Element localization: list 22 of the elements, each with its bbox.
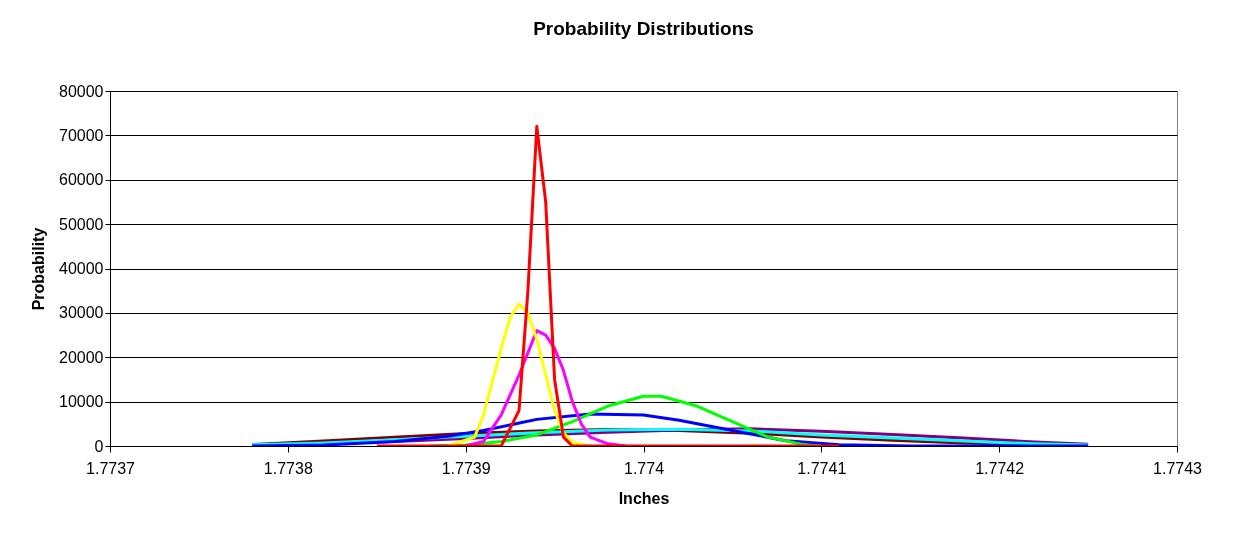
y-tick-label: 30000 [59,304,104,322]
x-tick-label: 1.7739 [441,459,491,477]
y-tick-label: 70000 [59,126,104,144]
x-tick-label: 1.7741 [797,459,847,477]
line-series [250,412,1090,446]
y-tick-label: 20000 [59,348,104,366]
line-series [375,125,841,446]
x-tick-label: 1.7742 [975,459,1025,477]
y-axis-title: Probability [30,227,48,311]
y-tick-label: 80000 [59,82,104,100]
y-tick-label: 60000 [59,171,104,189]
x-tick-label: 1.7738 [263,459,313,477]
y-tick-label: 40000 [59,260,104,277]
x-tick-label: 1.7743 [1153,459,1203,477]
x-axis-title: Inches [618,489,670,507]
y-tick-label: 0 [94,437,104,455]
x-tick-label: 1.7737 [86,459,136,477]
y-tick-label: 10000 [59,393,104,411]
x-tick-label: 1.774 [623,459,665,477]
y-tick-label: 50000 [59,215,104,233]
chart-title: Probability Distributions [533,18,754,39]
line-series [446,302,592,446]
